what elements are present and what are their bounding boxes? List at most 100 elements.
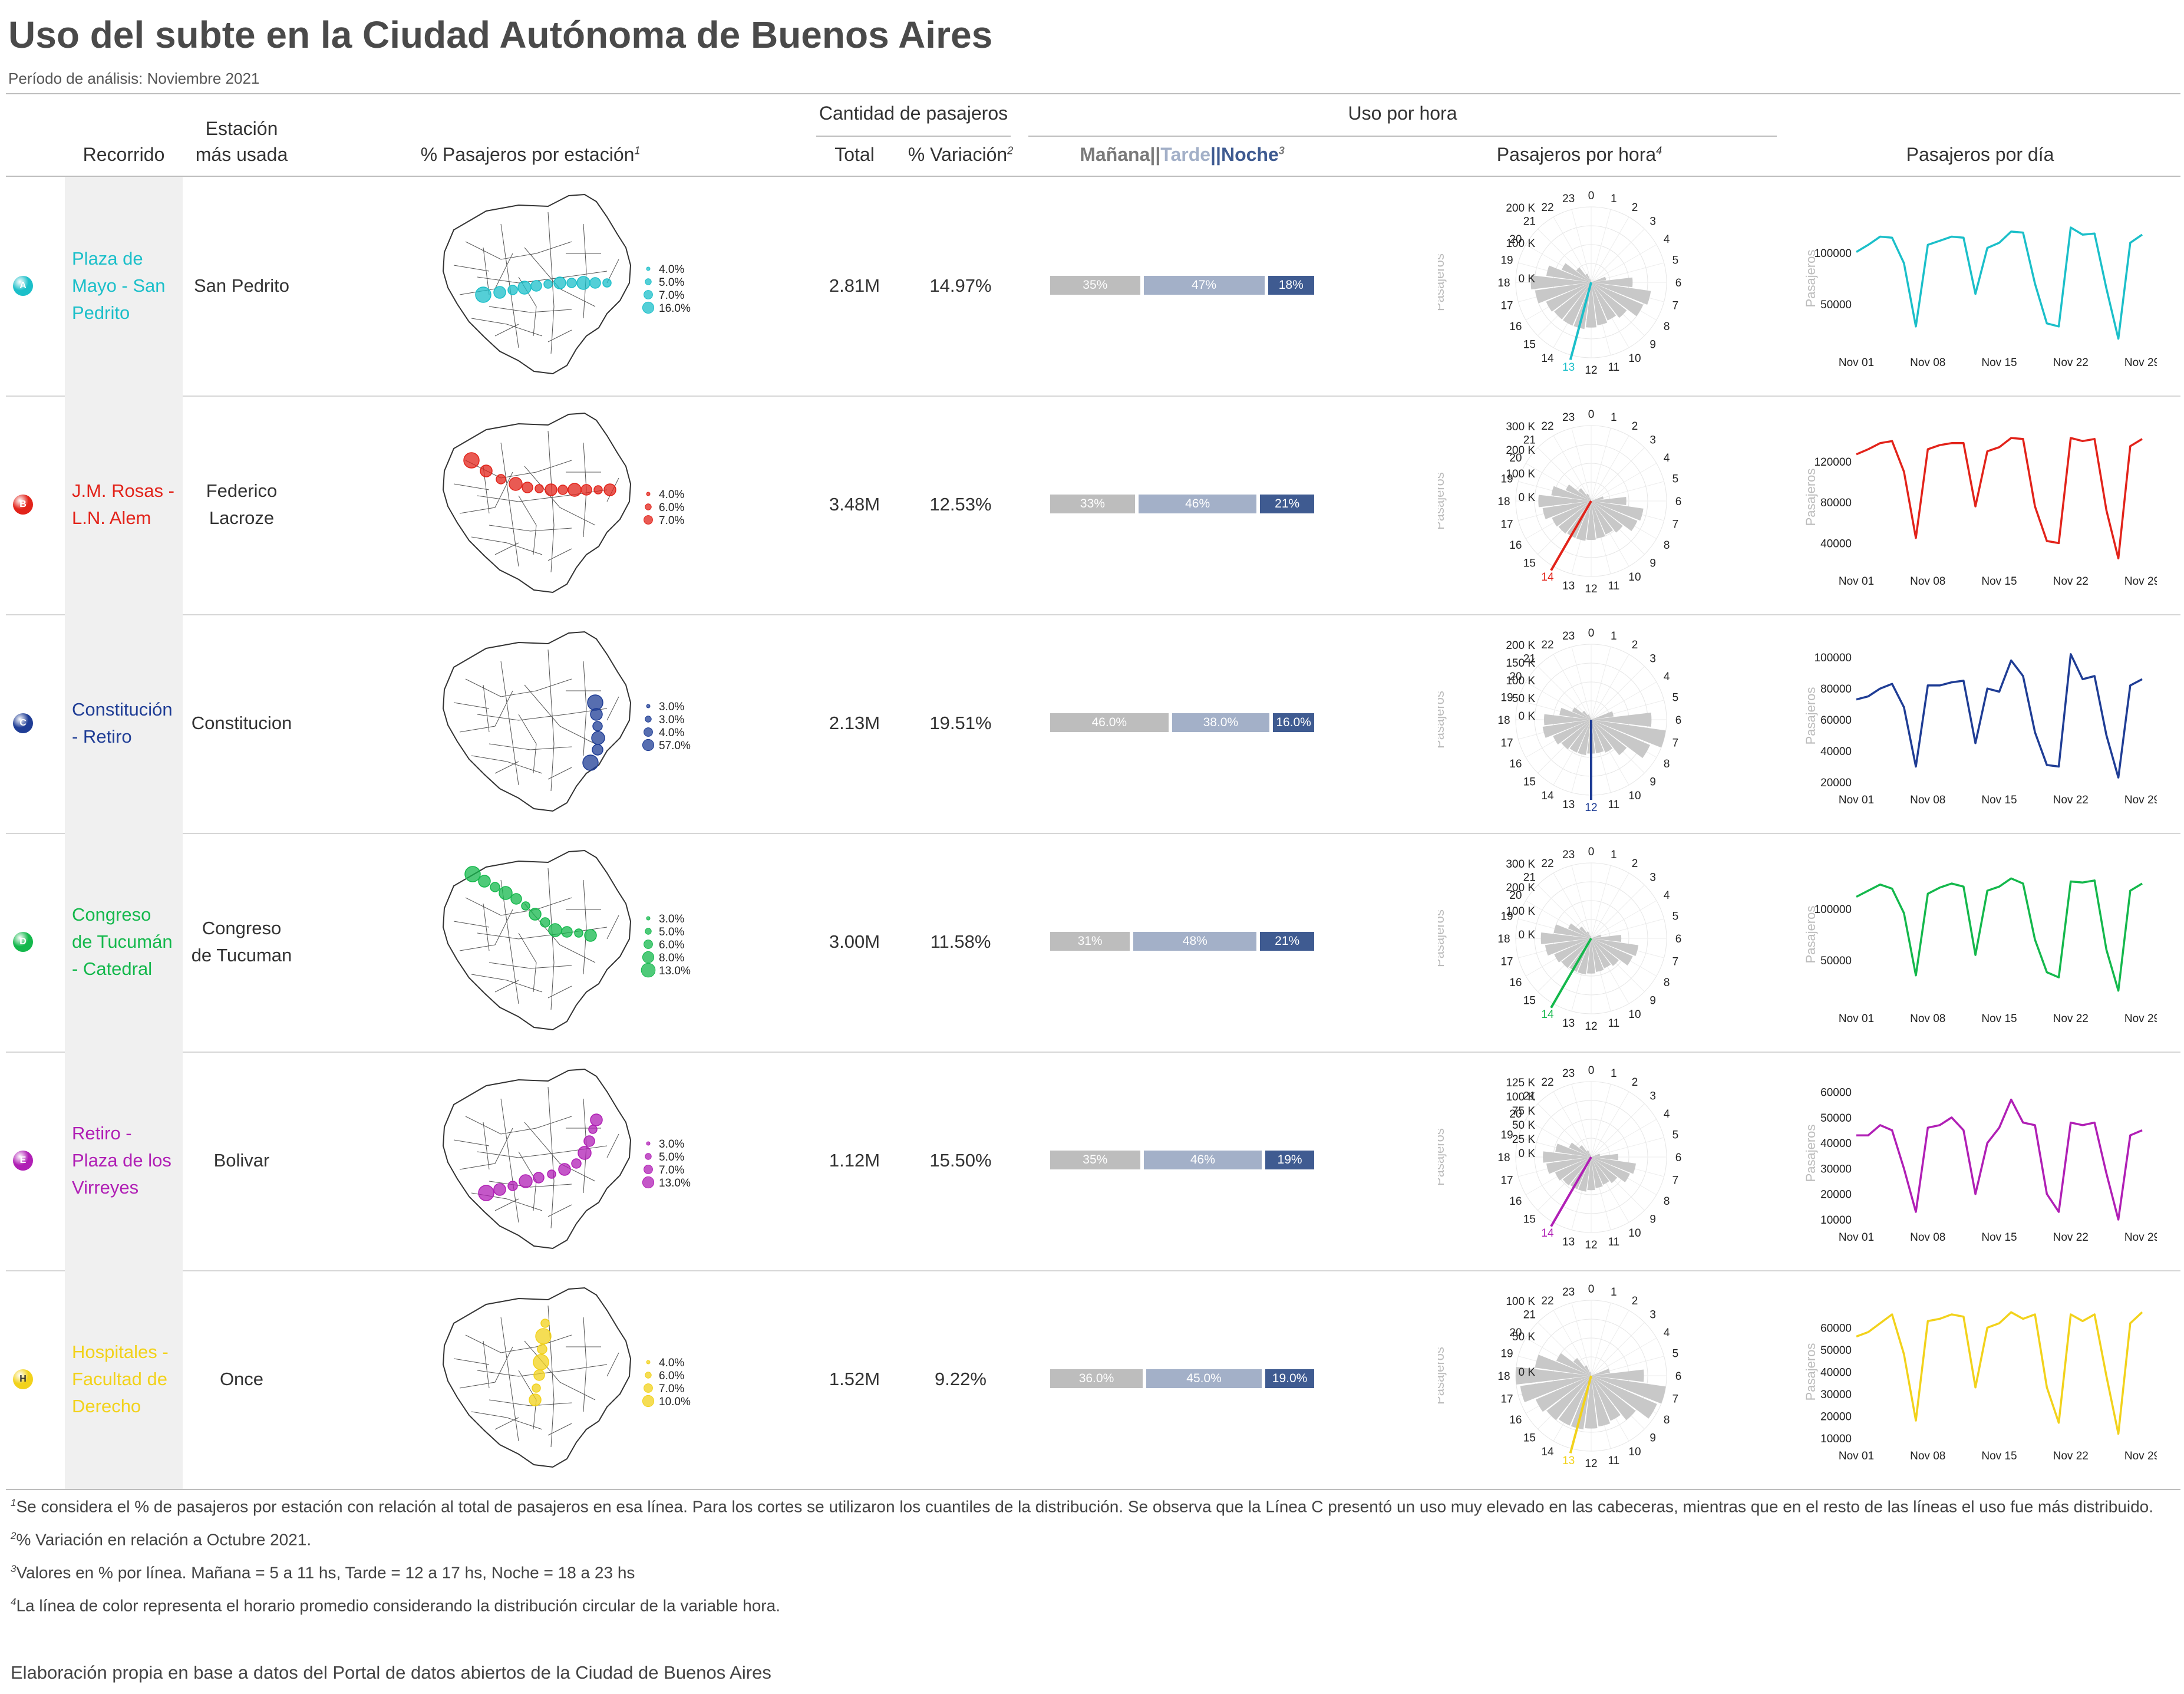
daily-axis-label: Pasajeros [1803, 906, 1818, 964]
station-map: 3.0%5.0%7.0%13.0% [442, 1068, 691, 1250]
map-legend-dot [646, 916, 651, 921]
map-legend-dot [642, 739, 655, 752]
uso-hora-segment-noche: 19% [1265, 1151, 1314, 1169]
polar-hour-bar [1569, 1142, 1591, 1157]
polar-grid-spoke [1591, 1091, 1629, 1158]
daily-series-line [1856, 877, 2143, 992]
daily-y-tick: 40000 [1820, 1138, 1852, 1150]
polar-hour-bar [1544, 714, 1591, 726]
polar-hour-bar [1579, 926, 1591, 938]
polar-hour-bar [1591, 720, 1604, 754]
line-badge-icon: H [13, 1369, 33, 1389]
daily-x-tick: Nov 08 [1910, 794, 1945, 806]
polar-grid-spoke [1553, 654, 1592, 720]
polar-grid-spoke [1591, 209, 1611, 283]
map-neighborhood-border [494, 542, 519, 555]
recorrido-name-line: Constitución [72, 699, 173, 720]
daily-x-tick: Nov 22 [2053, 1231, 2089, 1244]
polar-radial-tick: 100 K [1506, 1091, 1535, 1103]
polar-mean-hour-line [1550, 937, 1592, 1009]
polar-radial-tick: 100 K [1506, 675, 1535, 687]
map-legend-label: 10.0% [659, 1396, 691, 1408]
station-dot [561, 926, 573, 938]
polar-hour-label: 14 [1541, 1227, 1554, 1240]
station-dot [464, 866, 481, 882]
uso-hora-bar: 35% 46% 19% [1050, 1151, 1314, 1169]
station-dot [499, 886, 513, 900]
footnote-number: 1 [11, 1497, 17, 1508]
polar-grid-spoke [1553, 1091, 1592, 1158]
polar-hour-bar [1551, 486, 1591, 501]
header-sup-4: 4 [1656, 144, 1662, 157]
daily-y-tick: 50000 [1820, 299, 1852, 311]
pasajeros-hora-polar: 0 123456789101112131415161718192021222312… [1438, 1064, 1681, 1251]
uso-hora-segment-noche: 19.0% [1265, 1369, 1314, 1388]
polar-hour-bar [1591, 496, 1604, 501]
polar-hour-label: 13 [1562, 799, 1575, 811]
polar-hour-label: 22 [1541, 1076, 1553, 1089]
polar-hour-bar [1591, 1376, 1657, 1419]
polar-hour-label: 15 [1523, 995, 1536, 1007]
polar-hour-label: 12 [1585, 1020, 1597, 1033]
station-dot [507, 1181, 518, 1191]
polar-grid-spoke [1591, 1322, 1645, 1376]
uso-hora-segment-manana: 31% [1050, 932, 1130, 951]
daily-x-tick: Nov 01 [1839, 1231, 1874, 1244]
polar-axis-label: Pasajeros [1438, 909, 1447, 967]
polar-hour-label: 6 [1675, 933, 1682, 945]
map-neighborhood-border [471, 1411, 543, 1430]
polar-radial-tick: 150 K [1506, 657, 1535, 670]
station-dot [566, 278, 577, 288]
polar-radial-tick: 100 K [1506, 468, 1535, 480]
station-dot [582, 754, 599, 771]
footnote-text: Valores en % por línea. Mañana = 5 a 11 … [16, 1563, 635, 1582]
polar-hour-label: 12 [1585, 1458, 1597, 1470]
map-neighborhood-border [459, 909, 513, 951]
polar-hour-label: 4 [1664, 452, 1670, 464]
polar-hour-bar [1553, 924, 1591, 938]
polar-hour-bar [1588, 714, 1591, 720]
daily-x-tick: Nov 22 [2053, 1450, 2089, 1462]
recorrido-name: Plaza de Mayo - San Pedrito [72, 245, 182, 327]
polar-hour-label: 21 [1523, 871, 1536, 884]
polar-hour-bar [1554, 938, 1591, 963]
polar-hour-label: 22 [1541, 202, 1553, 214]
uso-hora-bar: 31% 48% 21% [1050, 932, 1314, 951]
polar-hour-label: 10 [1628, 571, 1641, 584]
polar-grid-spoke [1571, 865, 1592, 939]
polar-hour-label: 18 [1497, 277, 1510, 289]
daily-y-tick: 10000 [1820, 1214, 1852, 1227]
footnote-text: La línea de color representa el horario … [16, 1596, 780, 1615]
polar-hour-bar [1591, 1157, 1609, 1185]
map-legend-label: 7.0% [659, 1164, 684, 1176]
station-dot [592, 744, 603, 756]
polar-radial-tick: 125 K [1506, 1077, 1535, 1089]
daily-x-tick: Nov 15 [1981, 1450, 2017, 1462]
polar-hour-label: 0 [1588, 1283, 1595, 1296]
polar-radial-tick: 200 K [1506, 640, 1535, 652]
polar-hour-label: 17 [1500, 955, 1513, 968]
polar-hour-bar [1591, 711, 1614, 720]
polar-grid-spoke [1591, 447, 1645, 502]
map-neighborhood-border [465, 1334, 572, 1353]
station-dot [480, 464, 493, 477]
station-dot [537, 1344, 547, 1354]
polar-radial-tick: 300 K [1506, 858, 1535, 871]
polar-hour-label: 14 [1541, 352, 1554, 365]
station-dot [571, 1158, 582, 1169]
station-dot [588, 1125, 598, 1134]
map-legend-dot [646, 266, 651, 271]
polar-hour-label: 21 [1523, 652, 1536, 665]
map-legend-label: 5.0% [659, 1151, 684, 1164]
polar-hour-label: 2 [1632, 202, 1638, 214]
polar-hour-label: 21 [1523, 1309, 1536, 1321]
map-neighborhood-border [453, 702, 490, 709]
polar-hour-bar [1578, 938, 1591, 975]
polar-radial-tick: 100 K [1506, 238, 1535, 250]
station-dot [589, 277, 601, 289]
map-outline [442, 412, 632, 594]
station-dot [507, 285, 518, 295]
map-legend-label: 57.0% [659, 740, 691, 752]
polar-hour-label: 11 [1608, 1455, 1619, 1467]
footnote-number: 2 [11, 1530, 17, 1541]
